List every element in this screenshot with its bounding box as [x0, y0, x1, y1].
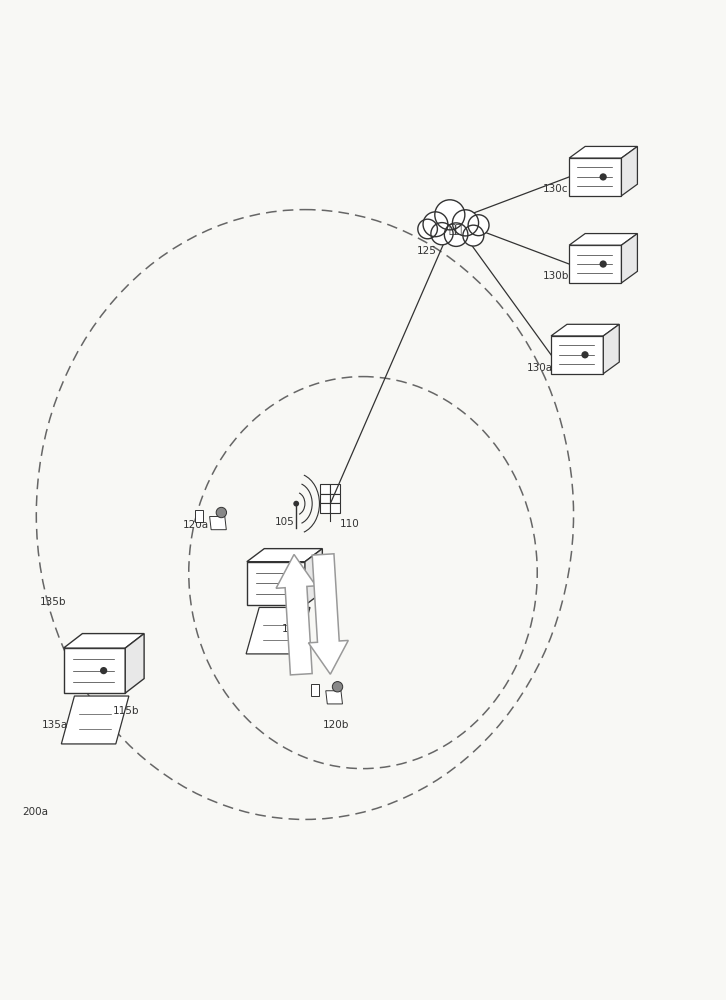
Circle shape	[600, 173, 607, 181]
Bar	[311, 684, 319, 696]
Circle shape	[100, 667, 107, 674]
Polygon shape	[276, 554, 316, 675]
Circle shape	[431, 223, 453, 245]
Circle shape	[582, 351, 589, 358]
Bar	[320, 503, 330, 513]
Bar	[320, 484, 330, 494]
Polygon shape	[246, 607, 310, 654]
Polygon shape	[326, 691, 343, 704]
Text: 135b: 135b	[40, 597, 67, 607]
Circle shape	[600, 260, 607, 268]
Text: 115a: 115a	[282, 624, 308, 634]
Text: 网络: 网络	[448, 223, 462, 236]
Text: 135a: 135a	[42, 720, 68, 730]
Polygon shape	[621, 234, 637, 283]
Polygon shape	[210, 517, 227, 530]
Circle shape	[468, 215, 489, 236]
Polygon shape	[64, 634, 144, 648]
Ellipse shape	[426, 212, 481, 238]
Polygon shape	[569, 158, 621, 196]
Polygon shape	[247, 562, 305, 605]
Polygon shape	[305, 549, 322, 605]
Polygon shape	[569, 245, 621, 283]
Polygon shape	[61, 696, 129, 744]
Polygon shape	[551, 324, 619, 336]
Polygon shape	[64, 648, 126, 693]
Text: 120b: 120b	[322, 720, 348, 730]
Bar	[195, 510, 203, 522]
Polygon shape	[551, 336, 603, 374]
Polygon shape	[621, 146, 637, 196]
Circle shape	[216, 507, 227, 518]
Text: 110: 110	[340, 519, 359, 529]
Text: 120a: 120a	[183, 520, 209, 530]
Text: 130a: 130a	[527, 363, 553, 373]
Polygon shape	[569, 234, 637, 245]
Circle shape	[463, 225, 484, 246]
Circle shape	[444, 223, 468, 246]
Polygon shape	[603, 324, 619, 374]
Circle shape	[418, 219, 437, 239]
Text: 125: 125	[417, 246, 436, 256]
Polygon shape	[309, 554, 348, 674]
Polygon shape	[126, 634, 144, 693]
Polygon shape	[569, 146, 637, 158]
Bar	[330, 503, 340, 513]
Text: 115b: 115b	[113, 706, 139, 716]
Bar	[320, 494, 330, 503]
Text: 130b: 130b	[543, 271, 569, 281]
Text: 130c: 130c	[543, 184, 568, 194]
Circle shape	[333, 682, 343, 692]
Circle shape	[293, 501, 299, 507]
Circle shape	[423, 212, 448, 237]
Circle shape	[452, 210, 478, 236]
Circle shape	[435, 200, 465, 230]
Text: 200a: 200a	[22, 807, 48, 817]
Bar	[330, 484, 340, 494]
Bar	[330, 494, 340, 503]
Polygon shape	[247, 549, 322, 562]
Circle shape	[281, 580, 288, 587]
Text: 105: 105	[274, 517, 294, 527]
